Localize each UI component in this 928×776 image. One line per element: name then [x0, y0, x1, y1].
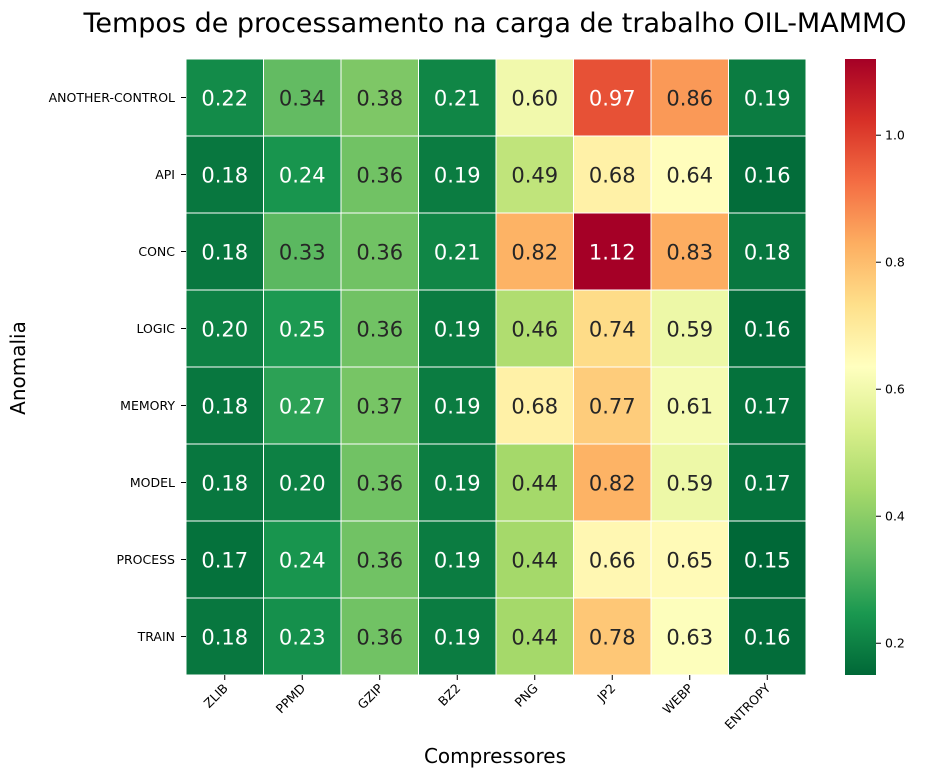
cell-value-label: 0.24	[279, 164, 326, 188]
cell-value-label: 0.33	[279, 241, 326, 265]
cell-value-label: 0.21	[434, 241, 481, 265]
y-tick-label: TRAIN	[137, 629, 175, 644]
colorbar-tick-label: 1.0	[885, 128, 905, 143]
y-tick-label: LOGIC	[137, 321, 176, 336]
cell-value-label: 0.18	[744, 241, 791, 265]
cell-value-label: 0.23	[279, 626, 326, 650]
cell-value-label: 0.25	[279, 318, 326, 342]
colorbar: 0.2 0.4 0.6 0.8 1.0	[845, 59, 905, 675]
cell-value-label: 0.66	[589, 549, 636, 573]
cell-value-label: 0.16	[744, 626, 791, 650]
cell-value-label: 0.19	[434, 318, 481, 342]
cell-value-label: 0.36	[356, 318, 403, 342]
cell-value-label: 0.17	[201, 549, 248, 573]
cell-value-label: 0.21	[434, 87, 481, 111]
cell-value-label: 0.19	[434, 549, 481, 573]
cell-value-label: 0.20	[201, 318, 248, 342]
cell-value-label: 0.60	[511, 87, 558, 111]
cell-value-label: 0.44	[511, 549, 558, 573]
cell-value-label: 0.36	[356, 164, 403, 188]
x-tick-label: PNG	[511, 681, 540, 710]
cell-value-label: 0.15	[744, 549, 791, 573]
cell-value-label: 0.78	[589, 626, 636, 650]
cell-value-label: 1.12	[589, 241, 636, 265]
x-tick-label: BZ2	[435, 681, 463, 709]
cell-value-label: 0.37	[356, 395, 403, 419]
colorbar-tick-label: 0.6	[885, 382, 905, 397]
cell-value-label: 0.18	[201, 164, 248, 188]
cell-value-label: 0.65	[666, 549, 713, 573]
cell-value-label: 0.64	[666, 164, 713, 188]
cell-value-label: 0.44	[511, 472, 558, 496]
y-tick-label: PROCESS	[116, 552, 175, 567]
cell-value-label: 0.19	[434, 395, 481, 419]
x-tick-label: ZLIB	[201, 681, 231, 711]
cell-value-label: 0.19	[744, 87, 791, 111]
cell-value-label: 0.63	[666, 626, 713, 650]
y-tick-labels: ANOTHER-CONTROL API CONC LOGIC MEMORY MODEL PR…	[49, 90, 186, 644]
cell-value-label: 0.19	[434, 472, 481, 496]
cell-value-label: 0.68	[511, 395, 558, 419]
cell-value-label: 0.17	[744, 395, 791, 419]
cell-value-label: 0.38	[356, 87, 403, 111]
cell-value-label: 0.83	[666, 241, 713, 265]
colorbar-gradient	[845, 59, 876, 675]
y-tick-label: ANOTHER-CONTROL	[49, 90, 175, 105]
cell-value-label: 0.19	[434, 626, 481, 650]
x-tick-label: ENTROPY	[722, 680, 774, 732]
x-tick-labels: ZLIB PPMD GZIP BZ2 PNG JP2 WEBP ENTROPY	[201, 675, 774, 732]
cell-value-label: 0.34	[279, 87, 326, 111]
cell-value-label: 0.16	[744, 318, 791, 342]
cell-value-label: 0.22	[201, 87, 248, 111]
y-tick-label: API	[155, 167, 175, 182]
y-tick-label: CONC	[138, 244, 175, 259]
y-axis-label: Anomalia	[6, 321, 30, 415]
cell-value-label: 0.18	[201, 626, 248, 650]
cell-value-label: 0.82	[511, 241, 558, 265]
cell-value-label: 0.18	[201, 472, 248, 496]
cell-value-label: 0.24	[279, 549, 326, 573]
cell-value-label: 0.36	[356, 472, 403, 496]
cell-value-label: 0.17	[744, 472, 791, 496]
colorbar-tick-label: 0.8	[885, 255, 905, 270]
colorbar-tick-label: 0.2	[885, 636, 905, 651]
x-tick-label: JP2	[593, 681, 618, 706]
cell-value-label: 0.20	[279, 472, 326, 496]
cell-value-label: 0.44	[511, 626, 558, 650]
x-tick-label: PPMD	[273, 681, 309, 717]
cell-value-label: 0.49	[511, 164, 558, 188]
cell-value-label: 0.77	[589, 395, 636, 419]
y-tick-label: MEMORY	[120, 398, 175, 413]
cell-value-label: 0.16	[744, 164, 791, 188]
chart-title: Tempos de processamento na carga de trab…	[82, 8, 906, 39]
x-tick-label: WEBP	[660, 680, 697, 717]
cell-value-label: 0.59	[666, 318, 713, 342]
cell-value-label: 0.82	[589, 472, 636, 496]
x-axis-label: Compressores	[424, 744, 566, 768]
cell-value-label: 0.36	[356, 241, 403, 265]
colorbar-tick-label: 0.4	[885, 509, 905, 524]
cell-value-label: 0.59	[666, 472, 713, 496]
cell-value-label: 0.74	[589, 318, 636, 342]
cell-value-label: 0.18	[201, 241, 248, 265]
cell-value-label: 0.19	[434, 164, 481, 188]
cell-value-label: 0.36	[356, 549, 403, 573]
cell-value-label: 0.68	[589, 164, 636, 188]
cell-value-label: 0.86	[666, 87, 713, 111]
y-tick-label: MODEL	[130, 475, 175, 490]
cell-value-label: 0.27	[279, 395, 326, 419]
cell-value-label: 0.36	[356, 626, 403, 650]
cell-value-label: 0.46	[511, 318, 558, 342]
heatmap-cells: 0.22 0.34 0.38 0.21 0.60 0.97 0.86 0.19 0.18 0.24…	[186, 59, 806, 675]
cell-value-label: 0.18	[201, 395, 248, 419]
x-tick-label: GZIP	[354, 680, 386, 712]
cell-value-label: 0.61	[666, 395, 713, 419]
cell-value-label: 0.97	[589, 87, 636, 111]
